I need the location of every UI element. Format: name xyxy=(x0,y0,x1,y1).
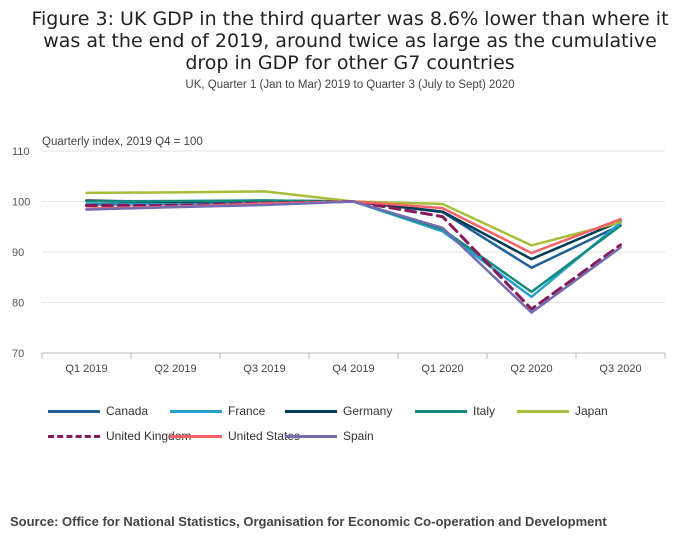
y-tick-label: 100 xyxy=(12,197,30,209)
series-line-united-states xyxy=(85,200,622,255)
chart-title: Figure 3: UK GDP in the third quarter wa… xyxy=(31,8,669,74)
legend-item: Germany xyxy=(285,404,392,418)
y-tick-label: 70 xyxy=(12,348,24,360)
legend-label: Italy xyxy=(473,404,496,418)
line-chart: 70 80 90 100 110 Q1 2019 Q2 2019 Q3 2019 Q4 201… xyxy=(12,146,666,375)
legend-label: United States xyxy=(228,429,301,443)
legend-swatch xyxy=(285,434,337,438)
series-line-italy xyxy=(85,199,622,294)
legend-item: France xyxy=(170,404,265,418)
legend-item: Spain xyxy=(285,429,374,443)
legend-label: Canada xyxy=(106,404,149,418)
y-axis-label: Quarterly index, 2019 Q4 = 100 xyxy=(42,136,203,148)
legend-item: Italy xyxy=(415,404,495,418)
x-tick-label: Q2 2020 xyxy=(510,363,552,375)
y-tick-label: 80 xyxy=(12,298,24,310)
legend-swatch xyxy=(48,434,100,438)
x-tick-label: Q4 2019 xyxy=(332,363,374,375)
x-tick-label: Q1 2020 xyxy=(421,363,463,375)
y-tick-label: 90 xyxy=(12,247,24,259)
legend-label: France xyxy=(228,404,266,418)
legend-swatch xyxy=(170,409,222,413)
legend-item: Canada xyxy=(48,404,148,418)
legend-swatch xyxy=(170,434,222,438)
legend-label: Japan xyxy=(575,404,608,418)
legend-label: United Kingdom xyxy=(106,429,192,443)
x-tick-label: Q3 2019 xyxy=(243,363,285,375)
legend-item: United Kingdom xyxy=(48,429,191,443)
legend-swatch xyxy=(415,409,467,413)
legend-label: Germany xyxy=(343,404,393,418)
series-line-japan xyxy=(85,190,622,247)
legend-label: Spain xyxy=(343,429,374,443)
series-line-canada xyxy=(85,199,622,269)
source-note: Source: Office for National Statistics, … xyxy=(10,514,607,529)
legend-item: Japan xyxy=(517,404,608,418)
legend-swatch xyxy=(48,409,100,413)
x-tick-label: Q1 2019 xyxy=(65,363,107,375)
chart-subtitle: UK, Quarter 1 (Jan to Mar) 2019 to Quart… xyxy=(185,79,515,91)
legend-swatch xyxy=(285,409,337,413)
y-tick-label: 110 xyxy=(12,146,30,158)
series-line-spain xyxy=(85,200,622,314)
legend-item: United States xyxy=(170,429,300,443)
x-tick-label: Q3 2020 xyxy=(599,363,641,375)
legend-swatch xyxy=(517,409,569,413)
x-tick-label: Q2 2019 xyxy=(154,363,196,375)
